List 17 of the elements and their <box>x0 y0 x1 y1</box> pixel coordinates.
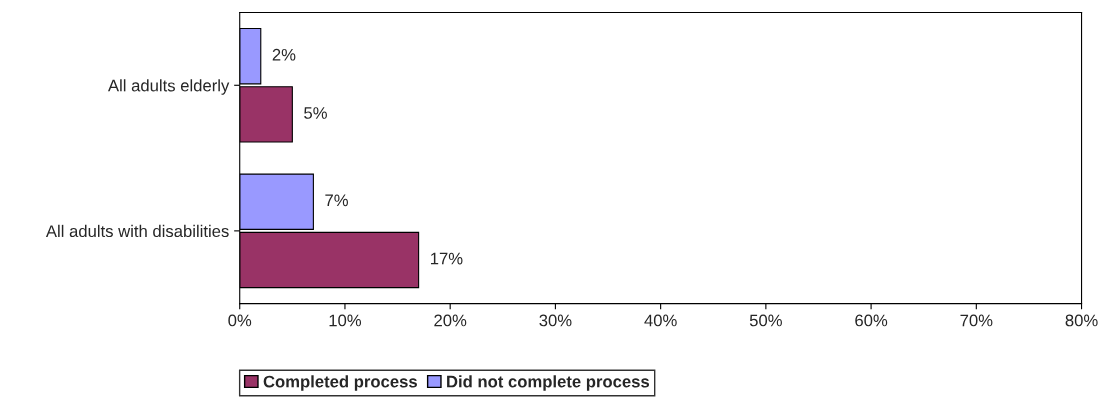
x-tick-label: 10% <box>329 314 362 327</box>
x-tick-label: 50% <box>749 314 782 327</box>
data-label: 7% <box>325 194 348 207</box>
legend-label: Did not complete process <box>447 375 650 391</box>
y-tick-label: All adults with disabilities <box>45 224 229 238</box>
x-tick-label: 70% <box>960 314 993 327</box>
data-label: 17% <box>430 252 463 265</box>
x-tick-label: 80% <box>1065 314 1098 327</box>
legend-label: Completed process <box>263 375 417 391</box>
x-tick-label: 60% <box>855 314 888 327</box>
x-tick-label: 0% <box>228 314 252 327</box>
data-label: 2% <box>272 48 296 61</box>
x-tick-label: 40% <box>644 314 677 327</box>
data-label: 5% <box>304 107 327 119</box>
x-tick-label: 30% <box>539 314 572 327</box>
y-tick-label: All adults elderly <box>107 79 230 95</box>
x-tick-label: 20% <box>434 314 467 327</box>
